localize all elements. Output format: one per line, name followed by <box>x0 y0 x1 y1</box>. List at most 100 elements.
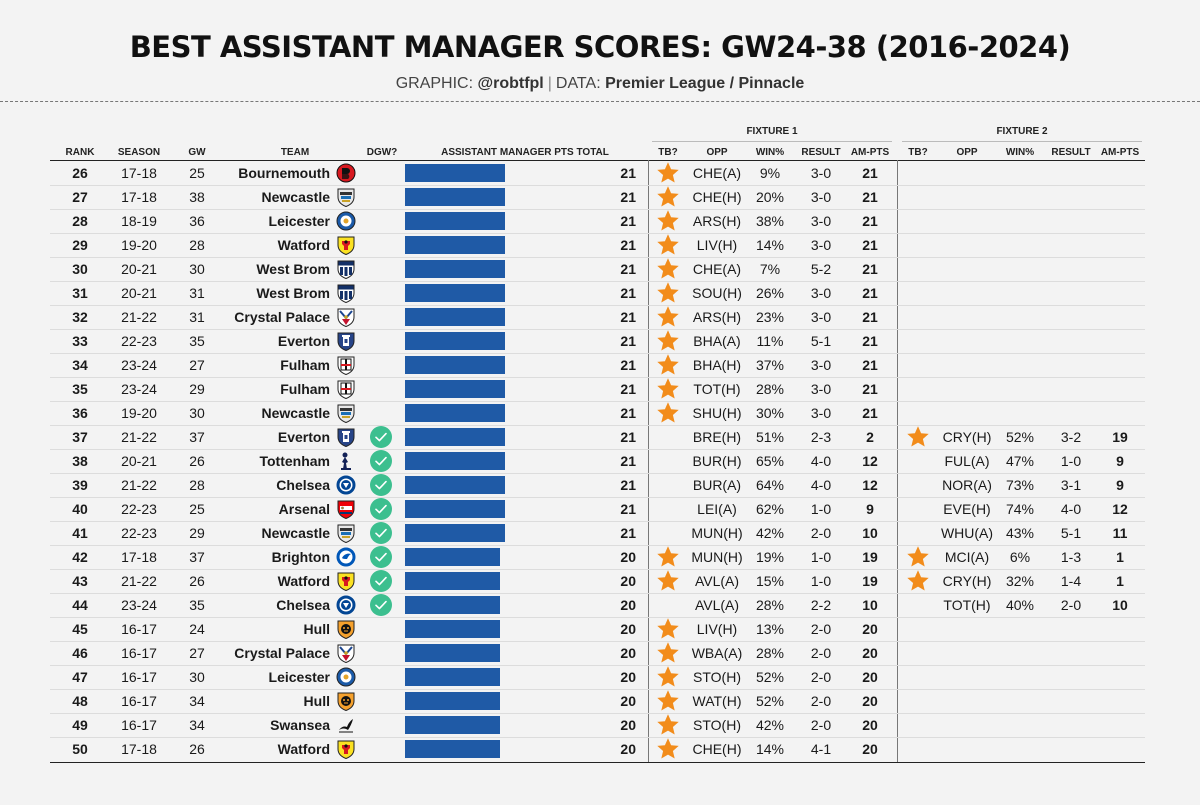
subtitle-separator: | <box>547 75 552 92</box>
total-value: 20 <box>620 597 636 613</box>
f1-result-cell: 3-0 <box>810 189 832 205</box>
team-name-cell: Fulham <box>280 381 330 397</box>
table-row: 43 21-22 26 Watford 20 AVL(A) 15% 1-0 19 CRY(H) 32… <box>50 569 1145 594</box>
total-value: 21 <box>620 309 636 325</box>
team-name-cell: Hull <box>303 693 330 709</box>
team-name-cell: Chelsea <box>276 597 330 613</box>
team-name-cell: Newcastle <box>261 525 330 541</box>
season-cell: 22-23 <box>121 501 157 517</box>
dgw-check-icon <box>370 498 392 520</box>
f1-opp-cell: STO(H) <box>693 669 741 685</box>
team-name-cell: Hull <box>303 621 330 637</box>
f1-opp-cell: BUR(A) <box>692 477 742 493</box>
subtitle: GRAPHIC: @robtfpl | DATA: Premier League /… <box>0 75 1200 93</box>
f2-win-cell: 43% <box>1005 525 1035 541</box>
total-bar <box>405 572 501 590</box>
f1-ampts-cell: 21 <box>862 357 878 373</box>
gw-cell: 35 <box>189 333 205 349</box>
rank-cell: 48 <box>72 693 88 709</box>
season-cell: 16-17 <box>121 693 157 709</box>
f1-ampts-cell: 21 <box>862 213 878 229</box>
table-row: 28 18-19 36 Leicester 21 ARS(H) 38% 3-0 21 <box>50 209 1145 234</box>
everton-badge-icon <box>336 331 356 352</box>
team-name-cell: Crystal Palace <box>234 645 330 661</box>
f1-opp-cell: ARS(H) <box>692 213 742 229</box>
f1-result-cell: 1-0 <box>810 501 832 517</box>
rank-cell: 47 <box>72 669 88 685</box>
f1-ampts-cell: 19 <box>862 549 878 565</box>
season-cell: 21-22 <box>121 573 157 589</box>
gw-cell: 30 <box>189 669 205 685</box>
table-row: 49 16-17 34 Swansea 20 STO(H) 42% 2-0 20 <box>50 713 1145 738</box>
f1-ampts-cell: 20 <box>862 717 878 733</box>
total-bar <box>405 596 501 614</box>
f1-win-cell: 28% <box>755 597 785 613</box>
leicester-badge-icon <box>336 211 356 231</box>
f2-opp-cell: TOT(H) <box>943 597 991 613</box>
total-value: 21 <box>620 165 636 181</box>
f1-win-cell: 28% <box>755 645 785 661</box>
dgw-check-icon <box>370 426 392 448</box>
f1-opp-cell: MUN(H) <box>691 525 743 541</box>
f1-opp-cell: ARS(H) <box>692 309 742 325</box>
team-name-cell: Arsenal <box>278 501 330 517</box>
graphic-label: GRAPHIC: <box>395 75 474 92</box>
season-cell: 16-17 <box>121 669 157 685</box>
f1-triple-bonus-star-icon <box>656 185 680 209</box>
team-name-cell: Watford <box>277 573 330 589</box>
rank-cell: 32 <box>72 309 88 325</box>
rank-cell: 37 <box>72 429 88 445</box>
f1-ampts-cell: 21 <box>862 261 878 277</box>
crystal-palace-badge-icon <box>336 307 356 328</box>
f1-triple-bonus-star-icon <box>656 329 680 353</box>
f2-win-cell: 6% <box>1009 549 1031 565</box>
total-bar <box>405 548 501 566</box>
f1-opp-cell: CHE(H) <box>692 189 742 205</box>
f1-triple-bonus-star-icon <box>656 377 680 401</box>
f1-ampts-cell: 21 <box>862 381 878 397</box>
watford-badge-icon <box>336 571 356 592</box>
table-row: 32 21-22 31 Crystal Palace 21 ARS(H) 23% 3-0 21 <box>50 305 1145 330</box>
f1-result-cell: 3-0 <box>810 381 832 397</box>
total-bar <box>405 620 501 638</box>
dgw-check-icon <box>370 546 392 568</box>
f1-result-cell: 3-0 <box>810 213 832 229</box>
f1-opp-cell: BHA(H) <box>692 357 742 373</box>
table-row: 36 19-20 30 Newcastle 21 SHU(H) 30% 3-0 21 <box>50 401 1145 426</box>
total-bar <box>405 644 501 662</box>
table-row: 47 16-17 30 Leicester 20 STO(H) 52% 2-0 20 <box>50 665 1145 690</box>
fixture2-group-label: FIXTURE 2 <box>996 126 1048 137</box>
dgw-check-icon <box>370 450 392 472</box>
dgw-check-icon <box>370 522 392 544</box>
table-row: 44 23-24 35 Chelsea 20 AVL(A) 28% 2-2 10 TOT(H) 40… <box>50 593 1145 618</box>
west-brom-badge-icon <box>336 283 356 304</box>
total-value: 21 <box>620 381 636 397</box>
f1-triple-bonus-star-icon <box>656 209 680 233</box>
f1-ampts-header: AM-PTS <box>850 147 890 158</box>
rank-cell: 35 <box>72 381 88 397</box>
total-value: 21 <box>620 237 636 253</box>
fixture1-group-label: FIXTURE 1 <box>746 126 798 137</box>
total-bar <box>405 692 501 710</box>
gw-cell: 29 <box>189 525 205 541</box>
hull-badge-icon <box>336 691 356 712</box>
total-value: 21 <box>620 261 636 277</box>
f1-ampts-cell: 20 <box>862 621 878 637</box>
season-cell: 23-24 <box>121 357 157 373</box>
total-value: 20 <box>620 645 636 661</box>
total-bar <box>405 188 505 206</box>
f1-result-cell: 2-0 <box>810 669 832 685</box>
f1-win-cell: 9% <box>759 165 781 181</box>
newcastle-badge-icon <box>336 523 356 544</box>
total-bar <box>405 404 505 422</box>
f2-opp-cell: CRY(H) <box>942 573 992 589</box>
f1-result-header: RESULT <box>801 147 841 158</box>
f2-win-header: WIN% <box>1005 147 1035 158</box>
table-row: 38 20-21 26 Tottenham 21 BUR(H) 65% 4-0 12 FUL(A)… <box>50 449 1145 474</box>
chelsea-badge-icon <box>336 475 356 495</box>
f1-result-cell: 4-1 <box>810 741 832 757</box>
f1-opp-cell: SHU(H) <box>692 405 742 421</box>
gw-cell: 30 <box>189 261 205 277</box>
f1-ampts-cell: 2 <box>866 429 874 445</box>
f2-ampts-cell: 10 <box>1112 597 1128 613</box>
